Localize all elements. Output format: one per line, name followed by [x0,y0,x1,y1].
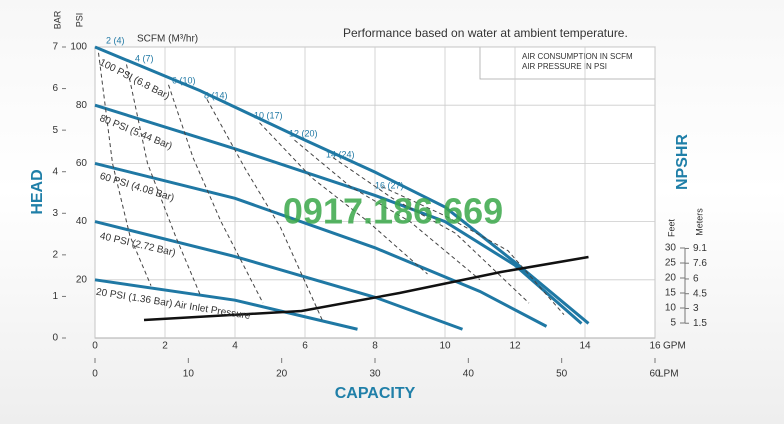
bar-tick-label: 2 [52,249,58,260]
feet-tick-label: 25 [665,258,677,269]
pressure-curve [94,220,464,331]
meters-unit: Meters [694,208,704,236]
y-tick-label: 80 [76,100,88,111]
meter-tick-label: 3 [693,303,699,314]
x-tick-label: 8 [372,341,378,352]
x-axis-title: CAPACITY [335,385,416,402]
watermark: 0917.186.669 [283,191,503,232]
y-axis-title: HEAD [29,169,46,214]
x-tick-label: 16 [649,341,661,352]
pressure-curve [94,278,358,331]
scfm-curve [206,99,323,321]
feet-tick-label: 10 [665,303,677,314]
curve-label: 8 (14) [204,90,228,100]
feet-tick-label: 20 [665,273,677,284]
x2-tick-label: 40 [463,369,475,380]
scfm-curve [381,186,565,316]
feet-unit: Feet [666,218,676,237]
x2-tick-label: 20 [276,369,288,380]
x2-tick-label: 50 [556,369,568,380]
meter-tick-label: 6 [693,274,699,285]
psi-unit: PSI [74,13,84,28]
chart-title: Performance based on water at ambient te… [343,26,628,40]
x2-tick-label: 0 [92,369,98,380]
y-tick-label: 100 [70,42,87,53]
y-tick-label: 60 [76,158,88,169]
meter-tick-label: 9.1 [693,243,707,254]
meter-tick-label: 4.5 [693,288,707,299]
scfm-curve [332,157,530,304]
bar-tick-label: 7 [52,42,58,53]
meter-tick-label: 7.6 [693,258,707,269]
y-tick-label: 20 [76,274,88,285]
meter-tick-label: 1.5 [693,318,707,329]
y-tick-label: 40 [76,216,88,227]
feet-tick-label: 30 [665,243,677,254]
x2-tick-label: 10 [183,369,195,380]
scfm-curve [168,84,264,304]
scfm-curve [294,139,481,281]
bar-tick-label: 6 [52,83,58,94]
x-tick-label: 12 [509,341,521,352]
legend-text: AIR CONSUMPTION IN SCFM [522,52,633,61]
scfm-curve [98,52,152,286]
x2-tick-label: 30 [369,369,381,380]
npshr-curve [143,255,589,322]
curve-label: 16 (27) [375,180,404,190]
bar-tick-label: 1 [52,291,58,302]
pressure-curve [94,45,590,325]
legend-box [479,46,656,80]
scfm-curve [259,122,428,275]
x-tick-label: 10 [439,341,451,352]
bar-tick-label: 5 [52,125,58,136]
x-tick-label: 4 [232,341,238,352]
bar-tick-label: 4 [52,166,58,177]
bar-tick-label: 0 [52,333,58,344]
x-unit: GPM [663,341,686,352]
x2-unit: LPM [658,369,679,380]
y2-axis-title: NPSHR [674,134,691,190]
scfm-curve [126,64,201,295]
x-tick-label: 2 [162,341,168,352]
x-tick-label: 14 [579,341,591,352]
x-tick-label: 0 [92,341,98,352]
bar-tick-label: 3 [52,208,58,219]
curve-label: 6 (10) [172,75,196,85]
feet-tick-label: 5 [670,318,676,329]
scfm-label: SCFM (M³/hr) [137,34,198,45]
curve-label: 4 (7) [135,53,154,63]
curve-label: 14 (24) [326,149,355,159]
x-tick-label: 6 [302,341,308,352]
legend-text: AIR PRESSURE IN PSI [522,62,607,71]
feet-tick-label: 15 [665,288,677,299]
bar-unit: BAR [52,10,62,29]
curve-label: 12 (20) [289,128,318,138]
pressure-curve [94,161,548,328]
curve-label: 10 (17) [254,110,283,120]
x2-tick-label: 60 [649,369,661,380]
curve-label: 2 (4) [106,35,125,45]
